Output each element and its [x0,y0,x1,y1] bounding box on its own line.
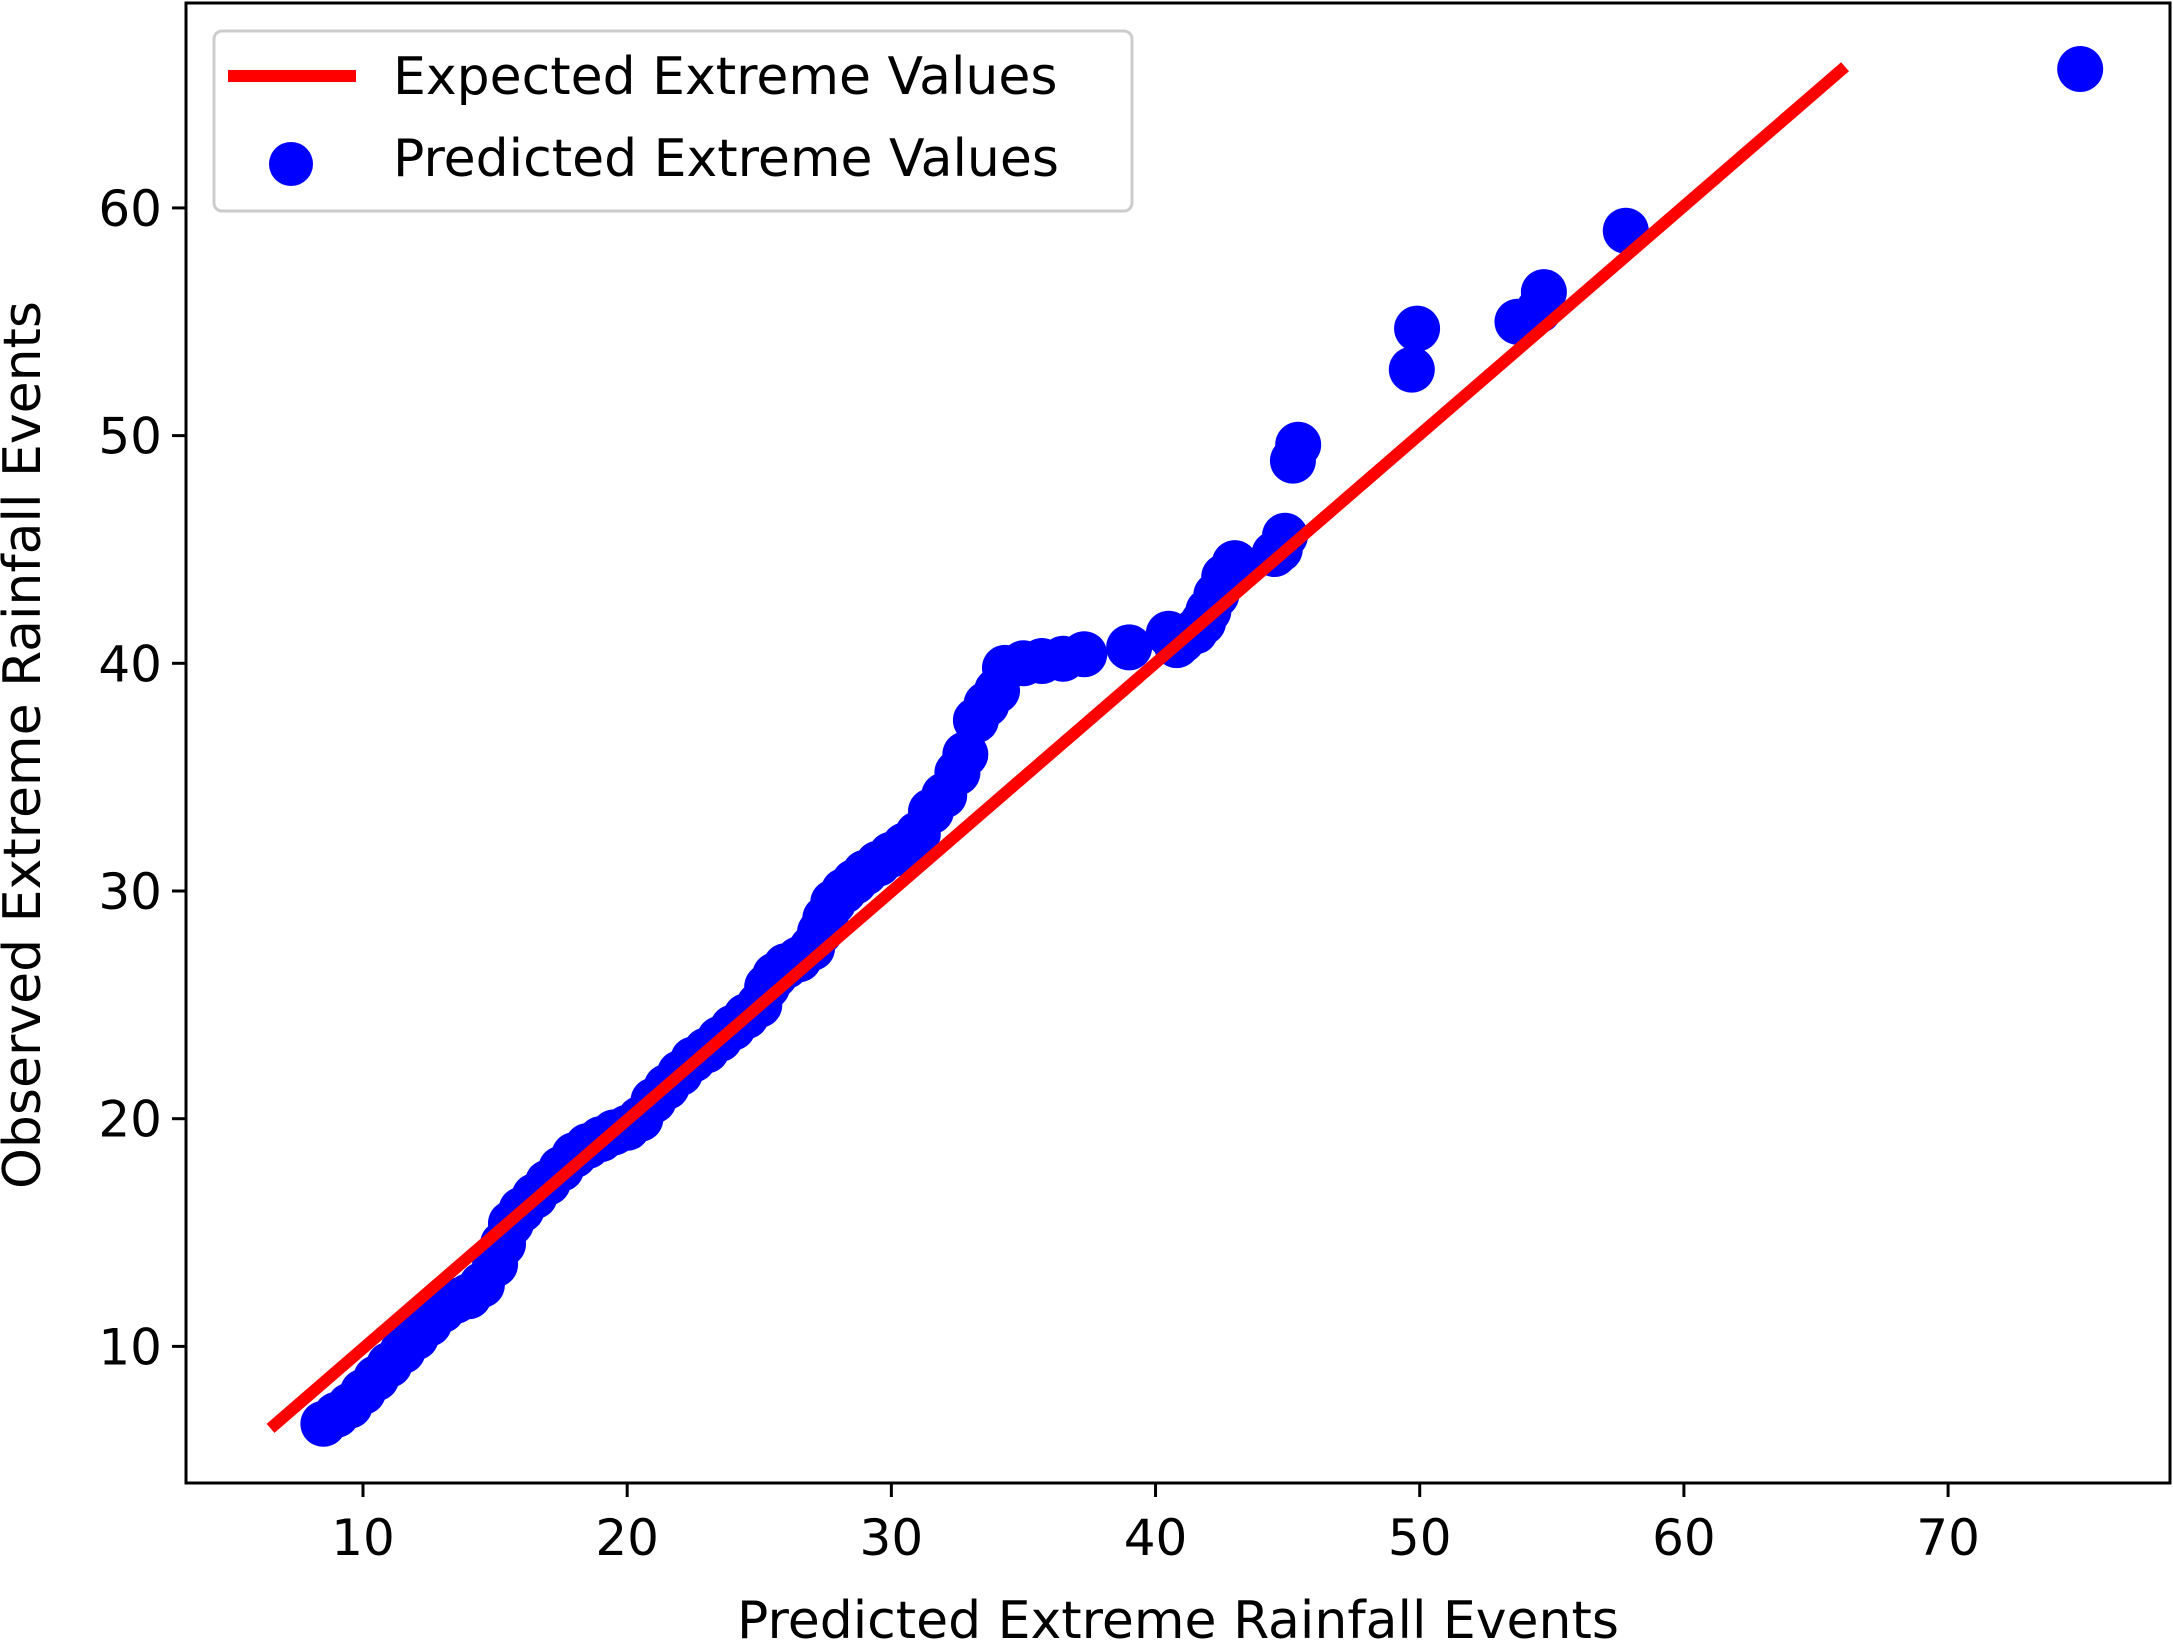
expected-values-line [266,62,1849,1433]
x-tick-label: 10 [331,1509,395,1567]
legend-box [212,29,1134,213]
legend-label-expected: Expected Extreme Values [393,47,1057,107]
scatter-point [1061,631,1108,678]
plot-area [266,46,2104,1447]
scatter-point [1394,305,1441,352]
x-tick-label: 70 [1916,1509,1980,1567]
scatter-point [1106,624,1153,671]
y-tick-label: 20 [98,1091,162,1149]
y-tick-label: 40 [98,635,162,693]
legend-marker-swatch [269,142,313,186]
legend-label-predicted: Predicted Extreme Values [393,129,1059,189]
reference-line-series [266,62,1849,1433]
y-axis-ticks: 10 20 30 40 50 60 [98,180,186,1376]
x-tick-label: 60 [1652,1509,1716,1567]
x-axis-ticks: 10 20 30 40 50 60 70 [331,1483,1980,1567]
scatter-point [1211,540,1258,587]
scatter-point [1275,421,1322,468]
legend: Expected Extreme Values Predicted Extrem… [212,29,1134,213]
axes-frame [184,1,2172,1485]
y-tick-label: 10 [98,1318,162,1376]
scatter-point [1520,269,1567,316]
scatter-point [2057,46,2104,93]
y-axis-label: Observed Extreme Rainfall Events [0,301,53,1189]
y-tick-label: 30 [98,863,162,921]
x-tick-label: 20 [595,1509,659,1567]
y-tick-label: 60 [98,180,162,238]
y-tick-label: 50 [98,408,162,466]
x-tick-label: 50 [1388,1509,1452,1567]
x-axis-label: Predicted Extreme Rainfall Events [737,1591,1619,1651]
scatter-point [1388,346,1435,393]
x-tick-label: 30 [860,1509,924,1567]
x-tick-label: 40 [1124,1509,1188,1567]
